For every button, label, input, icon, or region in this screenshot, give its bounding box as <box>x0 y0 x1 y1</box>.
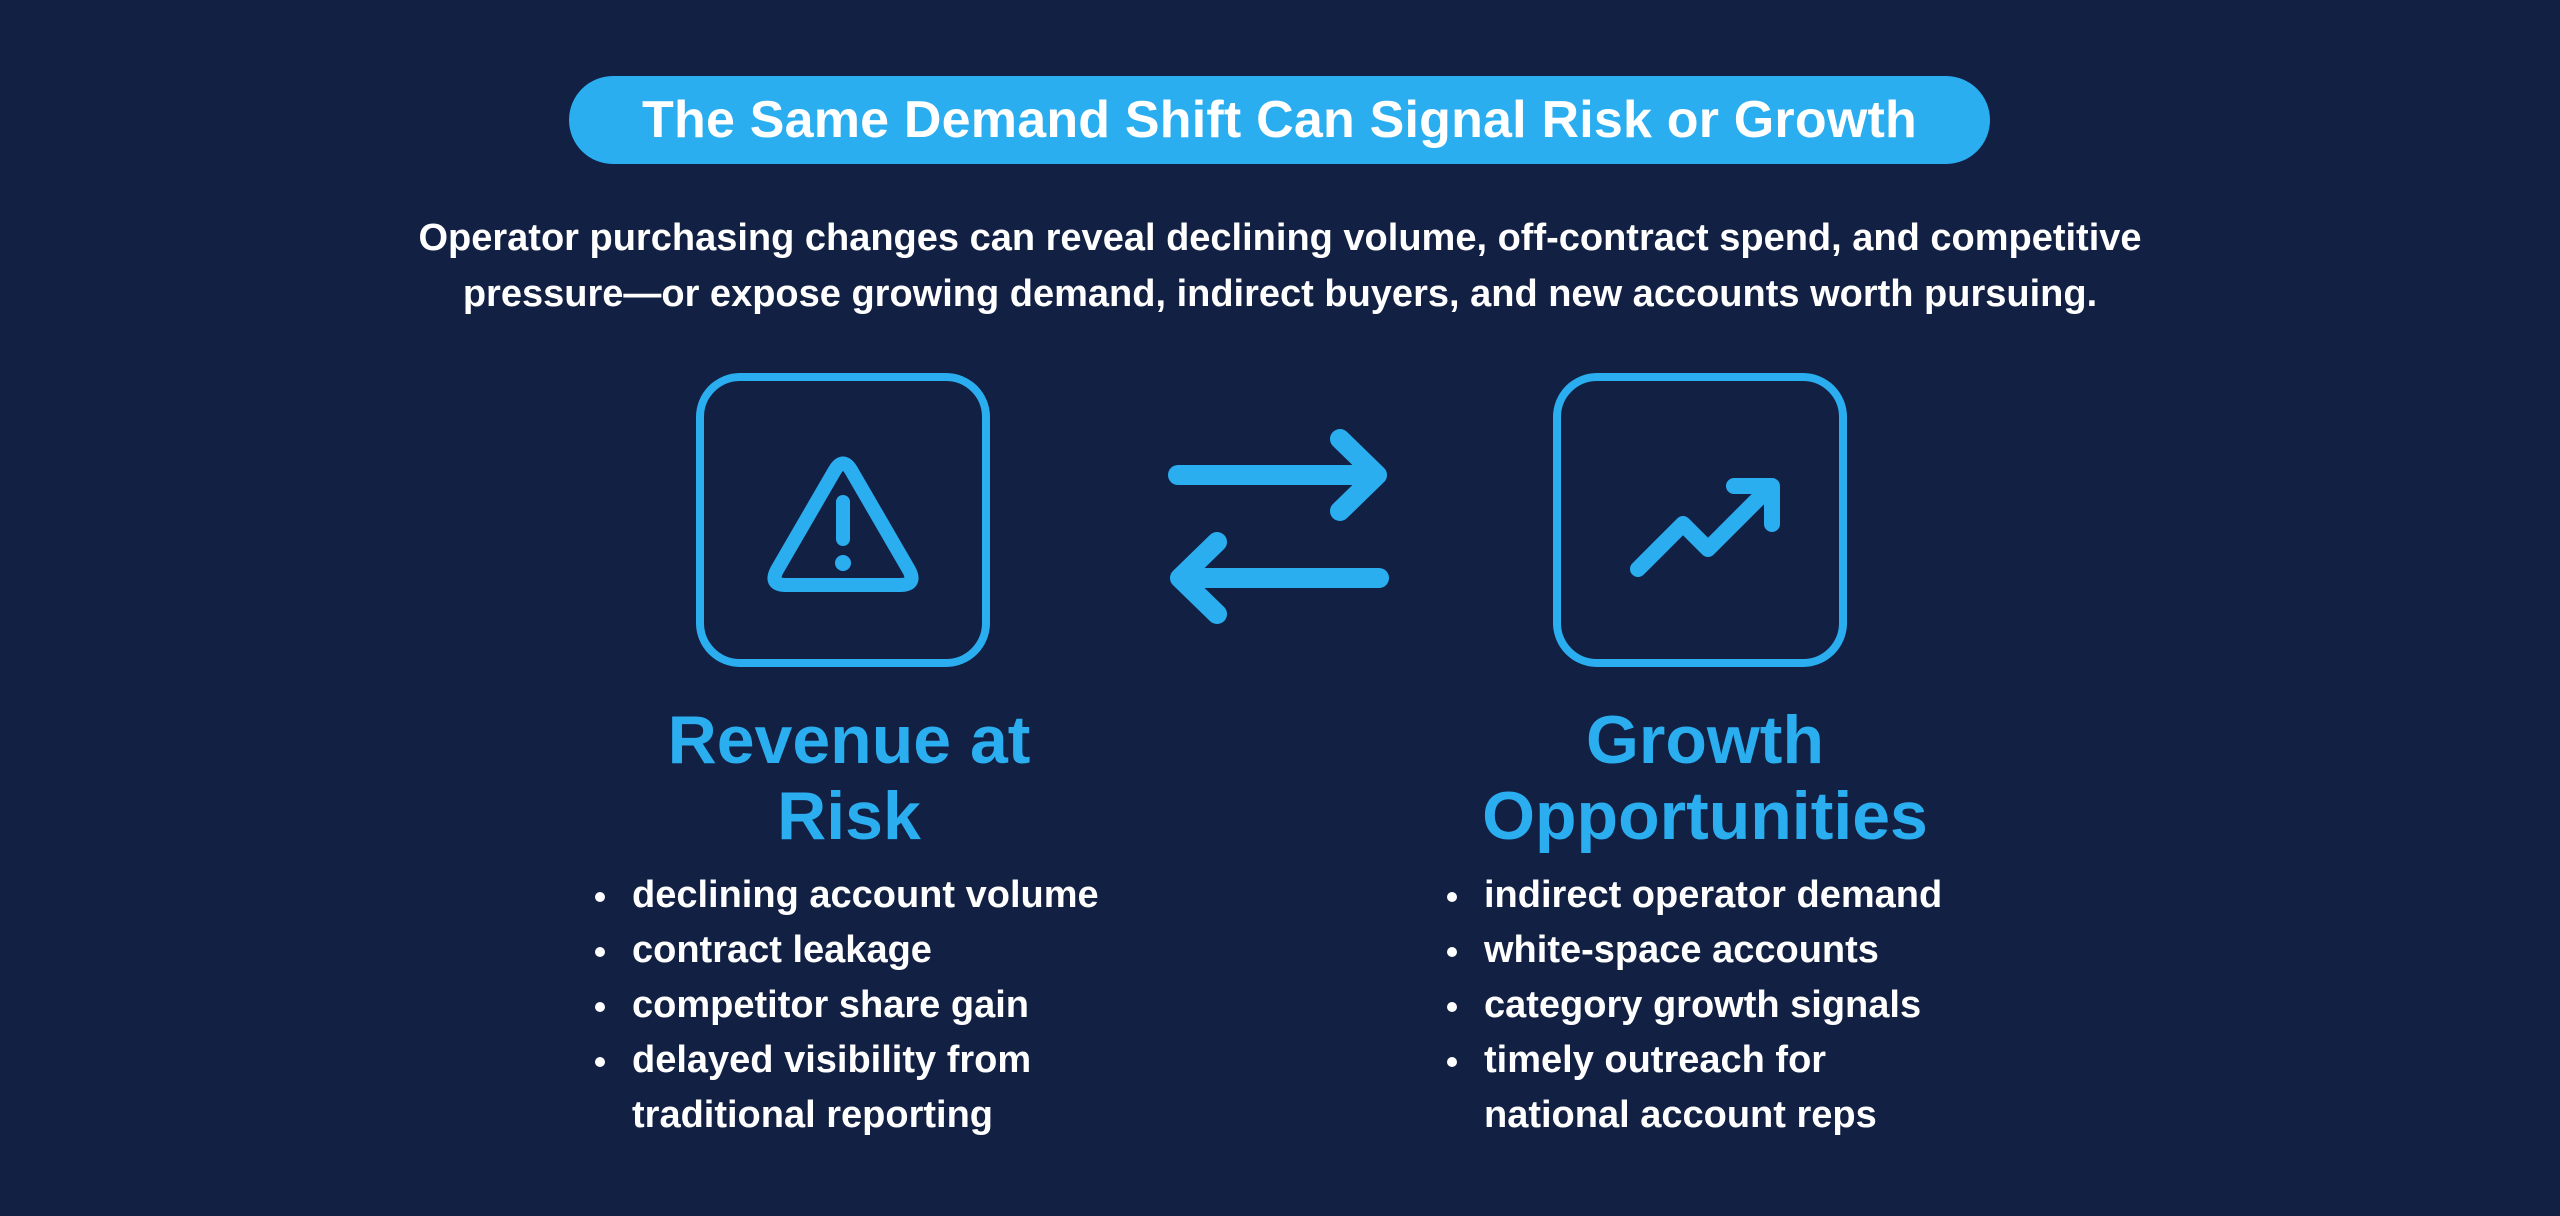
bidirectional-arrows-icon <box>1168 429 1389 624</box>
risk-icon-box <box>696 373 990 667</box>
warning-triangle-icon <box>767 456 919 592</box>
risk-heading: Revenue at Risk <box>589 702 1109 854</box>
bullet-dot <box>1447 892 1457 902</box>
list-item: delayed visibility from traditional repo… <box>590 1033 1099 1143</box>
growth-icon-box <box>1553 373 1847 667</box>
growth-heading: Growth Opportunities <box>1445 702 1965 854</box>
growth-heading-line-1: Growth <box>1586 702 1824 778</box>
bullet-dot <box>595 892 605 902</box>
bullet-dot <box>595 947 605 957</box>
risk-heading-line-1: Revenue at <box>667 702 1031 778</box>
list-item: timely outreach for national account rep… <box>1442 1033 1942 1143</box>
risk-heading-line-2: Risk <box>777 778 921 854</box>
bullet-dot <box>1447 1057 1457 1067</box>
list-item: contract leakage <box>590 923 1099 978</box>
page-title: The Same Demand Shift Can Signal Risk or… <box>642 91 1917 149</box>
bullet-dot <box>595 1057 605 1067</box>
title-banner: The Same Demand Shift Can Signal Risk or… <box>569 76 1990 164</box>
bullet-dot <box>1447 947 1457 957</box>
subtitle: Operator purchasing changes can reveal d… <box>280 210 2280 322</box>
subtitle-line-2: pressure—or expose growing demand, indir… <box>462 273 2098 315</box>
trending-up-icon <box>1630 478 1780 577</box>
bullet-dot <box>595 1002 605 1012</box>
risk-list: declining account volume contract leakag… <box>590 868 1099 1143</box>
growth-list: indirect operator demand white-space acc… <box>1442 868 1942 1143</box>
list-item: category growth signals <box>1442 978 1942 1033</box>
list-item: indirect operator demand <box>1442 868 1942 923</box>
bullet-dot <box>1447 1002 1457 1012</box>
list-item: white-space accounts <box>1442 923 1942 978</box>
subtitle-line-1: Operator purchasing changes can reveal d… <box>418 217 2142 259</box>
list-item: declining account volume <box>590 868 1099 923</box>
list-item: competitor share gain <box>590 978 1099 1033</box>
growth-heading-line-2: Opportunities <box>1482 778 1928 854</box>
